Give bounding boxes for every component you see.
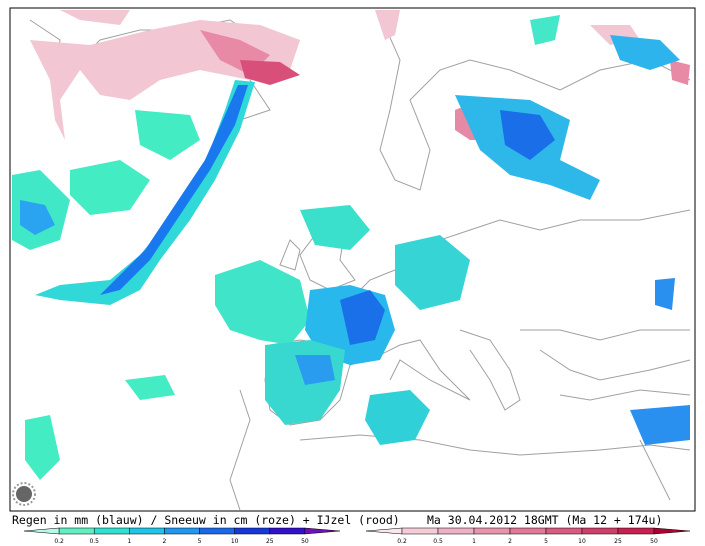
legend-swatch [545,527,583,535]
legend-swatch [58,527,95,535]
legend-label: 0.2 [54,538,64,545]
legend-swatch [437,527,475,535]
legend-label: 2 [163,538,167,545]
legend-swatch [164,527,200,535]
legend-label: 0.5 [89,538,99,545]
legend-swatch [93,527,130,535]
legend-label: 5 [544,538,548,545]
logo [12,482,36,506]
legend-arrow [23,527,60,535]
legend-label: 1 [127,538,131,545]
caption-left: Regen in mm (blauw) / Sneeuw in cm (roze… [12,513,400,527]
legend-swatch [617,527,655,535]
legend-arrow [653,527,691,535]
legend-snow: 0.2 0.5 1 2 5 10 25 50 [365,527,691,545]
legend-label: 10 [578,538,586,545]
legend-arrow [365,527,403,535]
legend-arrow [304,527,341,535]
legend-swatch [581,527,619,535]
legend-label: 25 [614,538,622,545]
legend-label: 25 [266,538,274,545]
legend-swatch [509,527,547,535]
legend-swatch [401,527,439,535]
map [9,7,696,512]
rain-areas [12,15,690,480]
legend-label: 2 [508,538,512,545]
legend-label: 1 [472,538,476,545]
legend-rain: 0.2 0.5 1 2 5 10 25 50 [23,527,341,545]
legend-label: 50 [301,538,309,545]
legend-label: 5 [198,538,202,545]
legend-swatch [129,527,165,535]
legend-label: 10 [231,538,239,545]
legend-swatch [234,527,271,535]
legend-swatch [473,527,511,535]
legend-label: 0.2 [397,538,407,545]
legend-label: 50 [650,538,658,545]
legend-swatch [269,527,306,535]
caption-right: Ma 30.04.2012 18GMT (Ma 12 + 174u) [427,513,662,527]
legend-swatch [199,527,235,535]
legend-label: 0.5 [433,538,443,545]
